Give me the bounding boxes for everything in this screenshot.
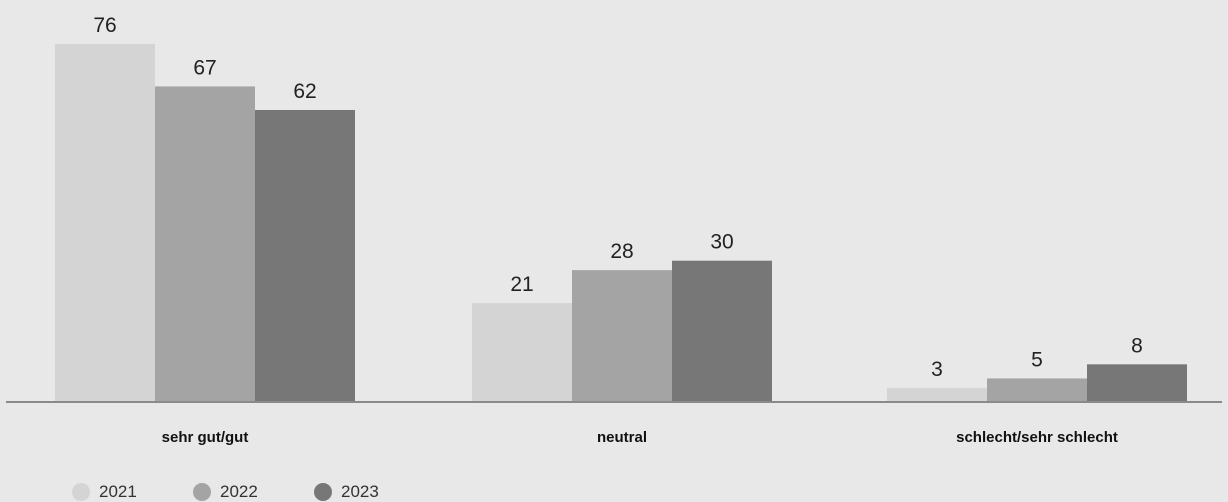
legend-swatch-2022 <box>193 483 211 501</box>
value-label-2-2023: 8 <box>1131 334 1143 357</box>
value-label-1-2023: 30 <box>710 231 733 254</box>
bar-0-2021 <box>55 44 155 402</box>
bar-2-2023 <box>1087 364 1187 402</box>
value-label-1-2022: 28 <box>610 240 633 263</box>
category-label-1: neutral <box>597 429 647 446</box>
value-label-2-2022: 5 <box>1031 348 1043 371</box>
value-label-0-2022: 67 <box>193 56 216 79</box>
value-label-0-2021: 76 <box>93 14 116 37</box>
legend-label-2023: 2023 <box>341 482 379 501</box>
value-label-0-2023: 62 <box>293 80 316 103</box>
legend-item-2023: 2023 <box>314 482 435 502</box>
bar-2-2022 <box>987 378 1087 402</box>
bar-chart: 76 67 62 21 28 30 3 5 8 sehr gut/gut neutral schle… <box>6 14 1222 446</box>
bar-0-2022 <box>155 86 255 403</box>
category-label-2: schlecht/sehr schlecht <box>956 429 1118 446</box>
category-labels-layer: sehr gut/gut neutral schlecht/sehr schlech… <box>162 429 1118 446</box>
legend-label-2021: 2021 <box>99 482 137 501</box>
bar-1-2021 <box>472 303 572 402</box>
value-labels-layer: 76 67 62 21 28 30 3 5 8 <box>93 14 1143 381</box>
category-label-0: sehr gut/gut <box>162 429 249 446</box>
bar-1-2023 <box>672 260 772 402</box>
legend-item-2022: 2022 <box>193 482 314 502</box>
bar-0-2023 <box>255 109 355 402</box>
legend-swatch-2023 <box>314 483 332 501</box>
bar-2-2021 <box>887 387 987 402</box>
legend-label-2022: 2022 <box>220 482 258 501</box>
bar-1-2022 <box>572 270 672 402</box>
value-label-2-2021: 3 <box>931 358 943 381</box>
legend-item-2021: 2021 <box>72 482 193 502</box>
legend: 2021 2022 2023 <box>72 482 435 502</box>
bars-layer <box>55 44 1187 403</box>
value-label-1-2021: 21 <box>510 273 533 296</box>
legend-swatch-2021 <box>72 483 90 501</box>
